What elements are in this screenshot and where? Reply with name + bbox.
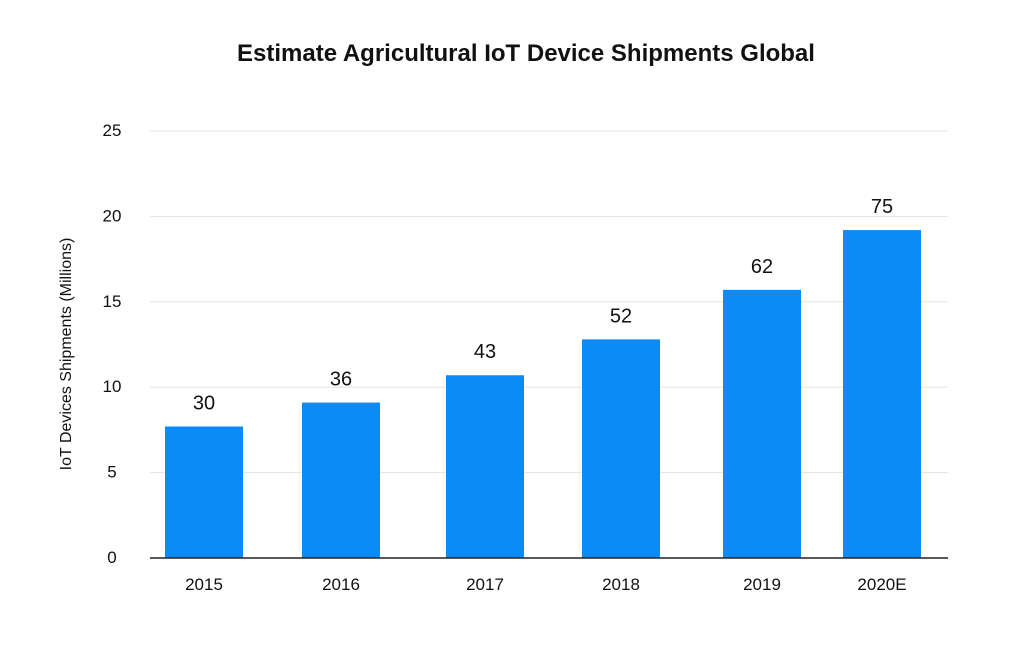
y-tick-label: 5 (107, 463, 116, 482)
data-label: 43 (474, 341, 496, 363)
data-label: 36 (330, 369, 352, 391)
x-tick-label: 2017 (466, 575, 504, 594)
data-label: 30 (193, 392, 215, 414)
y-tick-label: 20 (103, 206, 122, 225)
bar (446, 375, 524, 558)
bar (843, 230, 921, 558)
x-tick-label: 2015 (185, 575, 223, 594)
x-tick-label: 2016 (322, 575, 360, 594)
bar (582, 339, 660, 558)
y-tick-label: 10 (103, 377, 122, 396)
bar (723, 289, 801, 558)
gridlines (150, 130, 948, 474)
x-tick-label: 2020E (857, 575, 906, 594)
data-labels: 30 36 43 52 62 75 (193, 196, 893, 414)
data-label: 52 (610, 305, 632, 327)
x-tick-label: 2018 (602, 575, 640, 594)
data-label: 75 (871, 196, 893, 218)
bar (165, 426, 243, 558)
y-axis-label: IoT Devices Shipments (Millions) (58, 238, 75, 471)
bars (165, 230, 921, 558)
y-tick-label: 15 (103, 292, 122, 311)
data-label: 62 (751, 256, 773, 278)
bar (302, 402, 380, 558)
x-tick-labels: 2015 2016 2017 2018 2019 2020E (185, 575, 907, 594)
x-tick-label: 2019 (743, 575, 781, 594)
y-tick-labels: 0 5 10 15 20 25 (103, 121, 122, 567)
y-tick-label: 0 (107, 548, 116, 567)
y-tick-label: 25 (103, 121, 122, 140)
chart-title: Estimate Agricultural IoT Device Shipmen… (237, 40, 815, 67)
